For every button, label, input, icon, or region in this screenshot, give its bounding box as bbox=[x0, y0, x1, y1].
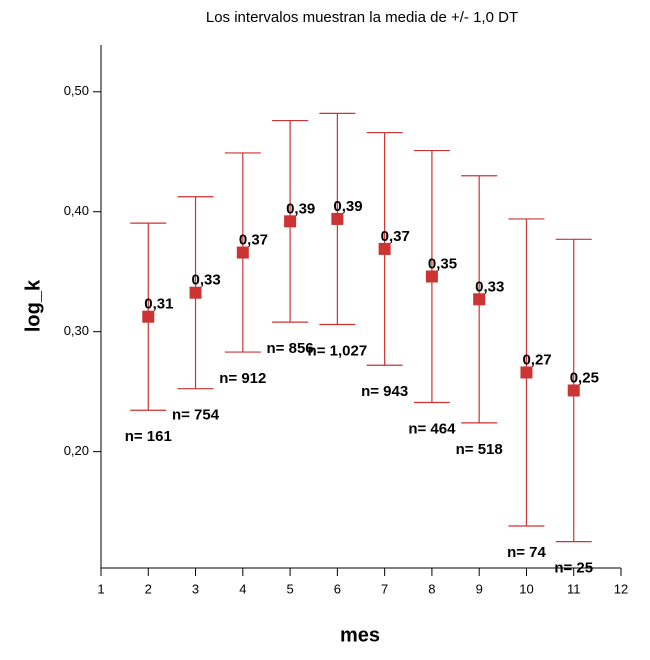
x-tick-label: 6 bbox=[334, 581, 341, 596]
x-tick-label: 5 bbox=[286, 581, 293, 596]
chart-title: Los intervalos muestran la media de +/- … bbox=[206, 9, 518, 26]
mean-marker bbox=[331, 212, 344, 225]
mean-marker bbox=[142, 310, 155, 323]
mean-marker bbox=[284, 215, 297, 228]
mean-marker bbox=[189, 286, 202, 299]
y-tick-label: 0,30 bbox=[64, 323, 89, 338]
x-tick-label: 12 bbox=[614, 581, 628, 596]
x-tick-label: 4 bbox=[239, 581, 246, 596]
count-label: n= 856 bbox=[267, 340, 314, 357]
value-label: 0,33 bbox=[192, 272, 221, 289]
x-tick-label: 11 bbox=[567, 581, 581, 596]
x-tick-label: 7 bbox=[381, 581, 388, 596]
x-tick-label: 10 bbox=[519, 581, 533, 596]
mean-marker bbox=[520, 366, 533, 379]
count-label: n= 754 bbox=[172, 407, 220, 424]
mean-marker bbox=[567, 384, 580, 397]
value-label: 0,39 bbox=[333, 198, 362, 215]
count-label: n= 1,027 bbox=[308, 342, 368, 359]
x-axis-label: mes bbox=[340, 624, 380, 646]
x-tick-label: 8 bbox=[428, 581, 435, 596]
value-label: 0,31 bbox=[144, 296, 173, 313]
value-label: 0,37 bbox=[239, 231, 268, 248]
mean-marker bbox=[473, 293, 486, 306]
count-label: n= 464 bbox=[408, 420, 456, 437]
count-label: n= 25 bbox=[554, 560, 593, 577]
y-tick-label: 0,40 bbox=[64, 203, 89, 218]
count-label: n= 518 bbox=[456, 441, 503, 458]
value-label: 0,39 bbox=[286, 200, 315, 217]
y-tick-label: 0,20 bbox=[64, 443, 89, 458]
value-label: 0,37 bbox=[381, 228, 410, 245]
value-label: 0,33 bbox=[475, 278, 504, 295]
mean-marker bbox=[378, 242, 391, 255]
x-tick-label: 9 bbox=[476, 581, 483, 596]
y-tick-label: 0,50 bbox=[64, 83, 89, 98]
count-label: n= 943 bbox=[361, 383, 408, 400]
value-label: 0,35 bbox=[428, 255, 457, 272]
count-label: n= 74 bbox=[507, 544, 546, 561]
value-label: 0,25 bbox=[570, 369, 599, 386]
mean-marker bbox=[425, 270, 438, 283]
x-tick-label: 1 bbox=[97, 581, 104, 596]
x-tick-label: 2 bbox=[145, 581, 152, 596]
y-axis-label: log_k bbox=[22, 279, 44, 332]
count-label: n= 161 bbox=[125, 428, 172, 445]
value-label: 0,27 bbox=[522, 351, 551, 368]
count-label: n= 912 bbox=[219, 370, 266, 387]
mean-marker bbox=[236, 246, 249, 259]
x-tick-label: 3 bbox=[192, 581, 199, 596]
